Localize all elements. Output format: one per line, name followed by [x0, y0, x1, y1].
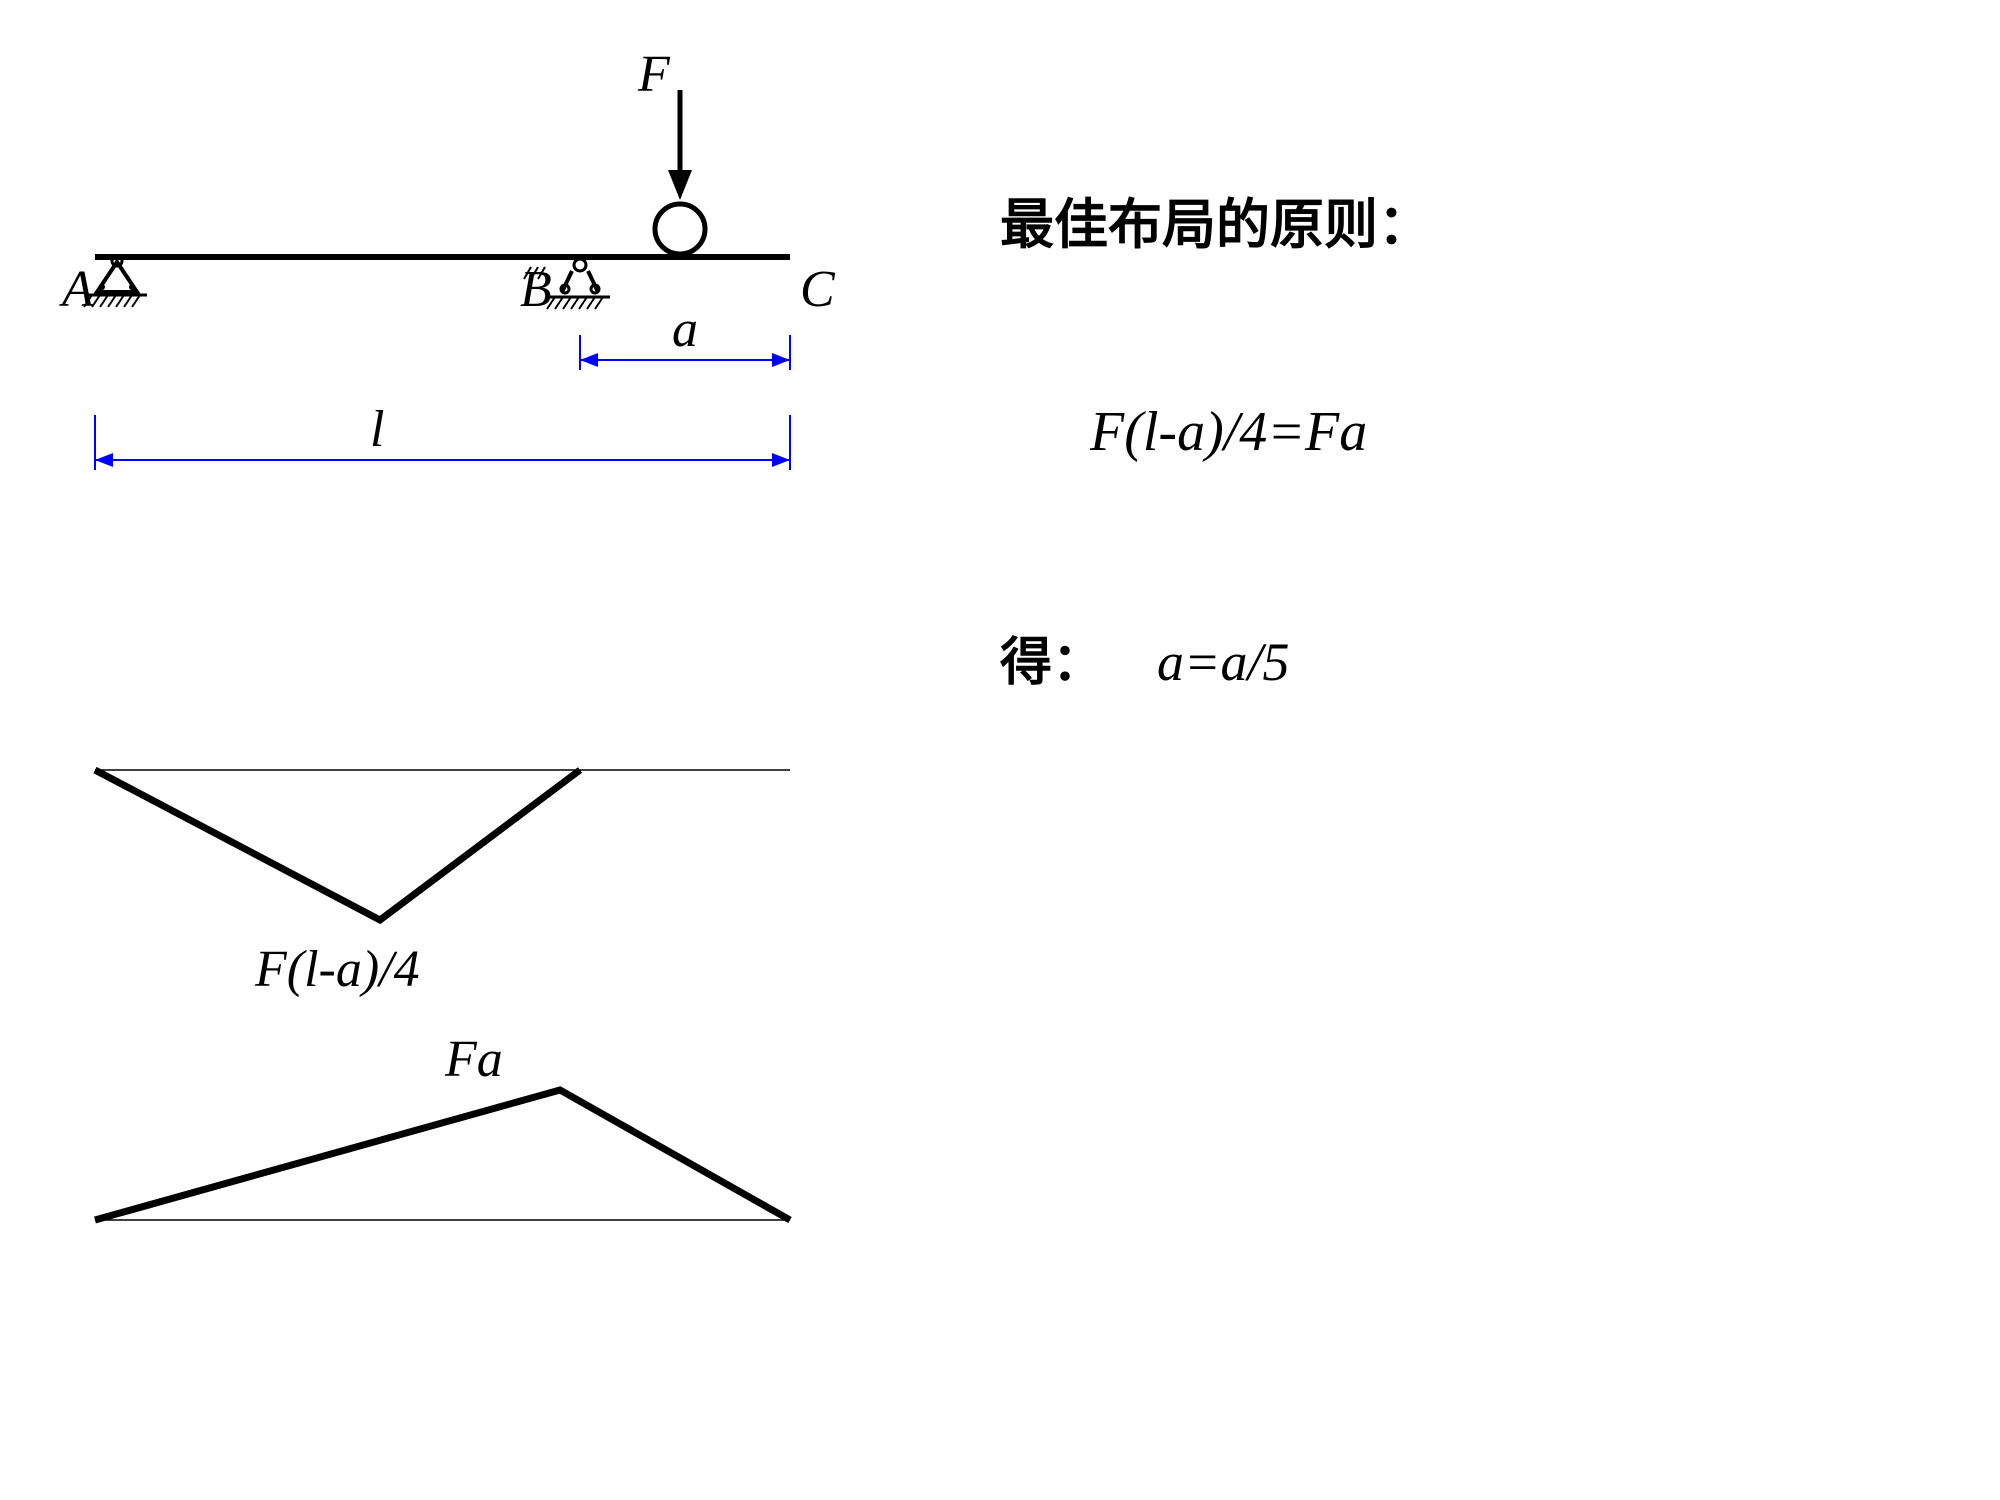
result-line: 得： a=a/5 — [1000, 620, 1289, 695]
moment2-label: Fa — [445, 1030, 503, 1089]
dim-a-label: a — [672, 300, 698, 359]
moment1-label: F(l-a)/4 — [255, 940, 420, 999]
moment-diagram-2 — [95, 1090, 790, 1220]
dimension-l — [95, 415, 790, 470]
point-a-label: A — [62, 260, 94, 319]
equation-text: F(l-a)/4=Fa — [1090, 400, 1367, 464]
diagram-container: F A B C a l F(l-a)/4 Fa 最佳布局的原则： F(l-a)/… — [0, 0, 2000, 1500]
force-label: F — [638, 45, 670, 104]
point-c-label: C — [800, 260, 835, 319]
load-roller — [655, 204, 705, 254]
result-value: a=a/5 — [1157, 632, 1289, 692]
dim-l-label: l — [370, 400, 384, 459]
force-arrow — [668, 90, 692, 200]
result-prefix: 得： — [1000, 635, 1104, 692]
moment-diagram-1 — [95, 770, 790, 920]
point-b-label: B — [520, 260, 552, 319]
title-text: 最佳布局的原则： — [1000, 180, 1432, 259]
